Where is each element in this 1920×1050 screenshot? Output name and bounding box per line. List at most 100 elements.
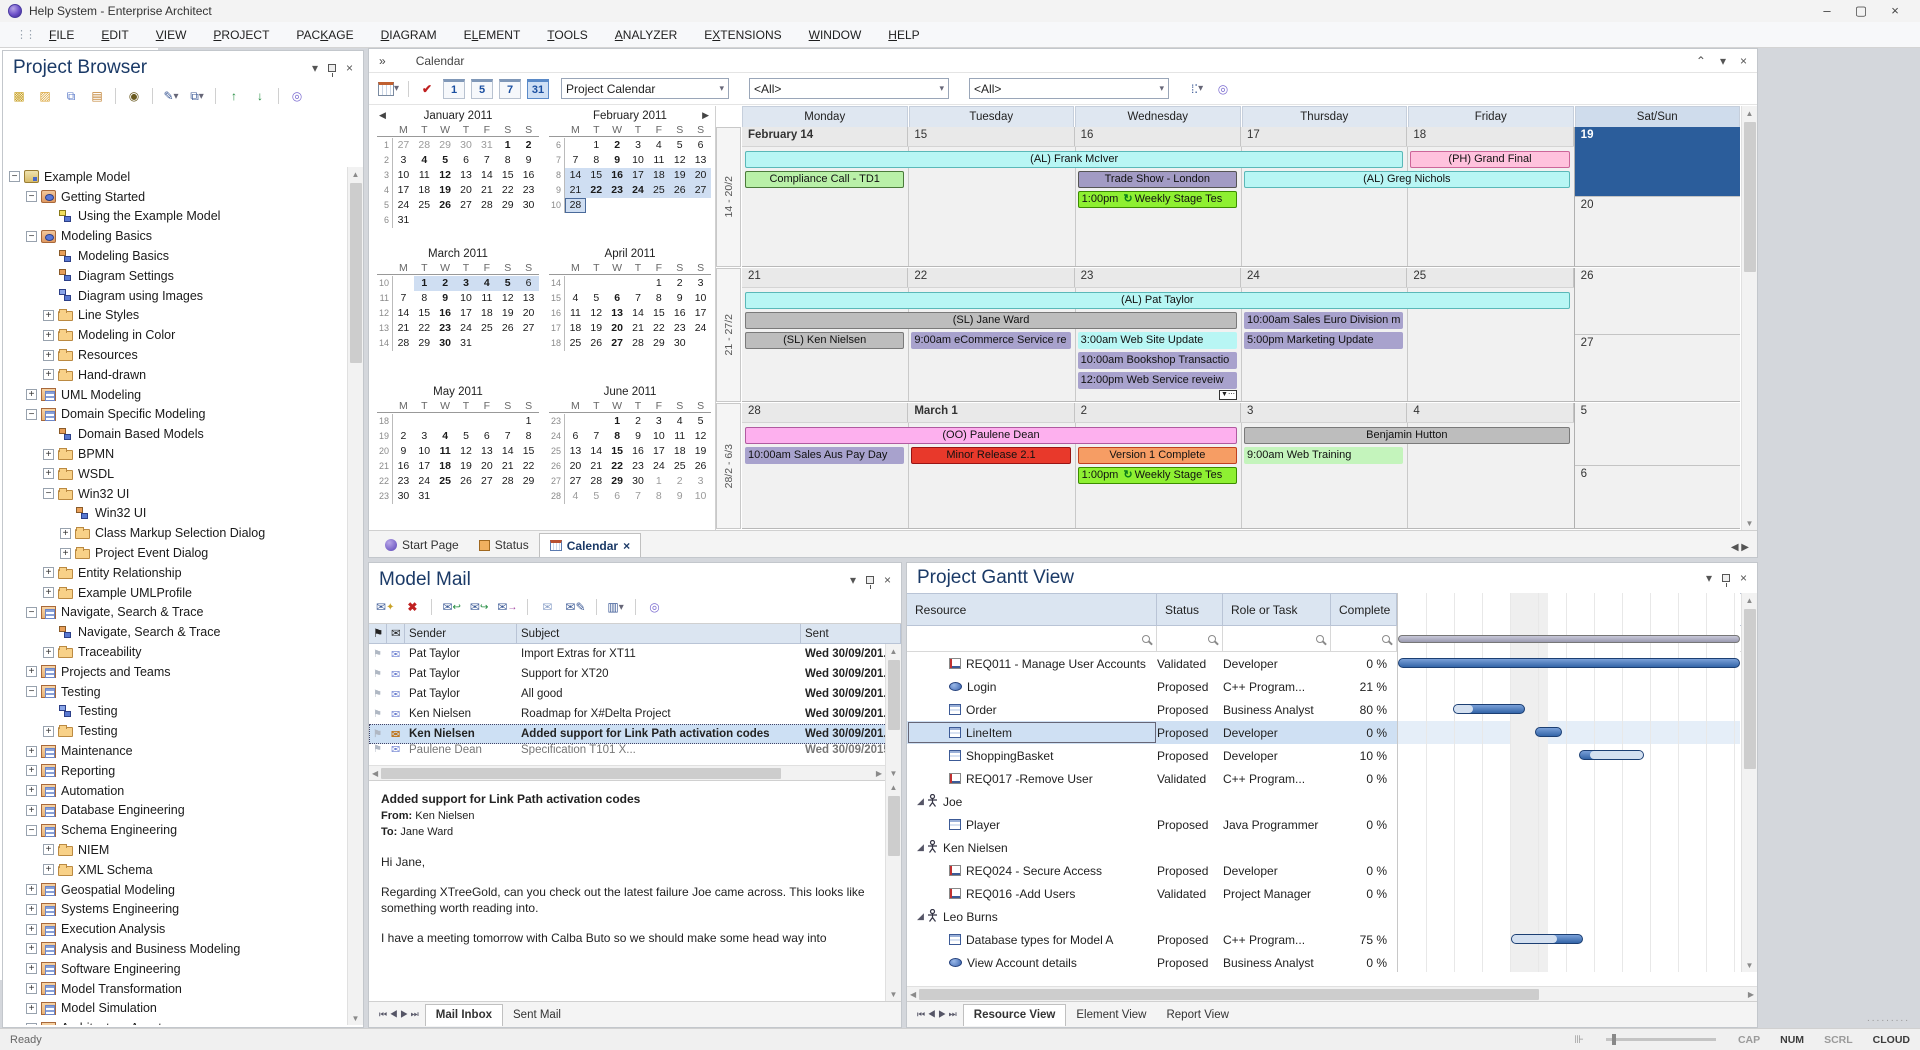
mini-day[interactable]: 23 [632,460,644,472]
date-cell[interactable]: 15 [908,127,1075,146]
mini-day[interactable]: 26 [439,199,451,211]
menu-tools[interactable]: TOOLS [547,27,588,42]
mini-day[interactable]: 11 [653,154,665,166]
mini-day[interactable]: 9 [400,445,407,457]
mini-day[interactable] [435,489,456,504]
mini-day[interactable]: 29 [501,199,514,211]
expand-icon[interactable]: + [26,785,37,797]
mini-day[interactable]: 24 [694,322,707,334]
mini-day[interactable]: 4 [572,490,579,502]
mini-day[interactable] [565,138,586,153]
tab-nav-arrows[interactable]: ⏮ ◀ ▶ ⏭ [379,1009,419,1019]
flag-icon[interactable]: ⚑ [373,728,382,740]
mini-day[interactable] [456,489,477,504]
mini-day[interactable]: 10 [460,292,472,304]
gantt-name-cell[interactable]: Player [907,813,1157,836]
tree-item[interactable]: Win32 UI [7,504,347,524]
mini-day[interactable]: 5 [497,276,519,291]
mini-day[interactable]: 21 [565,183,586,198]
calendar-event[interactable]: 10:00am Sales Euro Division m [1244,312,1404,329]
pin-icon[interactable] [865,576,874,589]
mini-day[interactable]: 5 [463,430,469,442]
mini-day[interactable]: 12 [590,307,603,319]
mini-day[interactable]: 24 [653,460,665,472]
panel-close-icon[interactable]: × [1739,571,1747,585]
collapse-icon[interactable]: − [26,230,37,242]
tree-item[interactable]: + WSDL [7,464,347,484]
mini-day[interactable]: 14 [632,307,644,319]
mini-day[interactable]: 2 [525,139,532,151]
mini-day[interactable]: 23 [397,475,410,487]
mini-day[interactable] [586,414,607,429]
mini-day[interactable]: 30 [522,199,535,211]
mini-day[interactable] [565,414,586,429]
calendar-event[interactable]: (AL) Greg Nichols [1244,171,1570,188]
mini-day[interactable]: 12 [673,154,686,166]
tree-item[interactable]: + Execution Analysis [7,919,347,939]
workweek-view-button[interactable]: 5 [471,78,494,99]
collapse-icon[interactable]: − [26,606,37,618]
mini-day[interactable] [476,489,497,504]
menu-edit[interactable]: EDIT [101,27,129,42]
calendar-event[interactable]: Version 1 Complete [1077,447,1237,464]
calendar-event[interactable]: 3:00am Web Site Update [1077,332,1237,349]
mini-day[interactable] [518,336,539,351]
mini-day[interactable]: 6 [463,154,469,166]
mini-day[interactable] [414,213,435,228]
gantt-row[interactable]: REQ024 - Secure Access Proposed Developer 0… [907,859,1397,882]
gantt-name-cell[interactable]: REQ011 - Manage User Accounts [907,652,1157,675]
tab-close-icon[interactable]: × [623,538,631,553]
mini-day[interactable]: 9 [442,292,449,304]
mini-day[interactable]: 2 [434,276,456,291]
mini-day[interactable] [648,198,669,213]
mini-day[interactable]: 18 [648,168,670,183]
expand-icon[interactable]: + [43,448,54,460]
mini-day[interactable]: 11 [481,292,493,304]
mini-day[interactable] [518,489,539,504]
new-package-icon[interactable]: ▨ [39,89,51,103]
tree-item[interactable]: + Geospatial Modeling [7,880,347,900]
date-cell[interactable]: 24 [1241,268,1408,287]
mini-day[interactable]: 3 [455,276,477,291]
mini-day[interactable]: 9 [676,490,683,502]
tree-item[interactable]: + Testing [7,721,347,741]
tree-item[interactable]: Navigate, Search & Trace [7,622,347,642]
mini-day[interactable]: 19 [694,445,707,457]
mini-day[interactable]: 13 [481,445,493,457]
mini-day[interactable]: 17 [627,168,649,183]
mini-day[interactable] [476,213,497,228]
calendar-event[interactable]: 12:00pm Web Service reveiw [1077,372,1237,389]
mini-day[interactable]: 5 [676,139,683,151]
forward-icon[interactable]: ✉ → [497,600,518,614]
mini-day[interactable]: 2 [400,430,407,442]
gantt-name-cell[interactable]: LineItem [907,721,1157,744]
tree-item[interactable]: + Projects and Teams [7,662,347,682]
expand-icon[interactable]: + [43,309,54,321]
mini-day[interactable]: 3 [400,154,407,166]
mini-day[interactable]: 20 [569,460,582,472]
mini-day[interactable]: 27 [522,322,535,334]
expand-icon[interactable]: + [60,547,71,559]
gantt-name-cell[interactable]: REQ017 -Remove User [907,767,1157,790]
mini-day[interactable] [476,336,497,351]
mini-day[interactable]: 24 [627,183,649,198]
satsun-top[interactable]: 19 [1574,127,1740,197]
mini-day[interactable]: 16 [522,169,535,181]
mini-day[interactable]: 17 [397,184,410,196]
mini-day[interactable]: 11 [569,307,581,319]
expand-icon[interactable]: + [60,527,71,539]
mini-day[interactable]: 13 [611,307,623,319]
edit-icon[interactable]: ✎ ▾ [163,89,179,103]
mini-day[interactable]: 31 [397,214,410,226]
mini-day[interactable]: 6 [572,430,579,442]
help-icon[interactable]: ◎ [1217,81,1229,96]
mini-day[interactable]: 10 [397,169,410,181]
gantt-name-cell[interactable]: Database types for Model A [907,928,1157,951]
flag-icon[interactable]: ⚑ [373,744,382,755]
mini-day[interactable]: 7 [504,430,511,442]
gantt-row[interactable]: Database types for Model A Proposed C++ Pr… [907,928,1397,951]
mini-day[interactable]: 5 [697,415,704,427]
mini-day[interactable]: 22 [611,460,623,472]
tab-sent-mail[interactable]: Sent Mail [513,1008,561,1021]
